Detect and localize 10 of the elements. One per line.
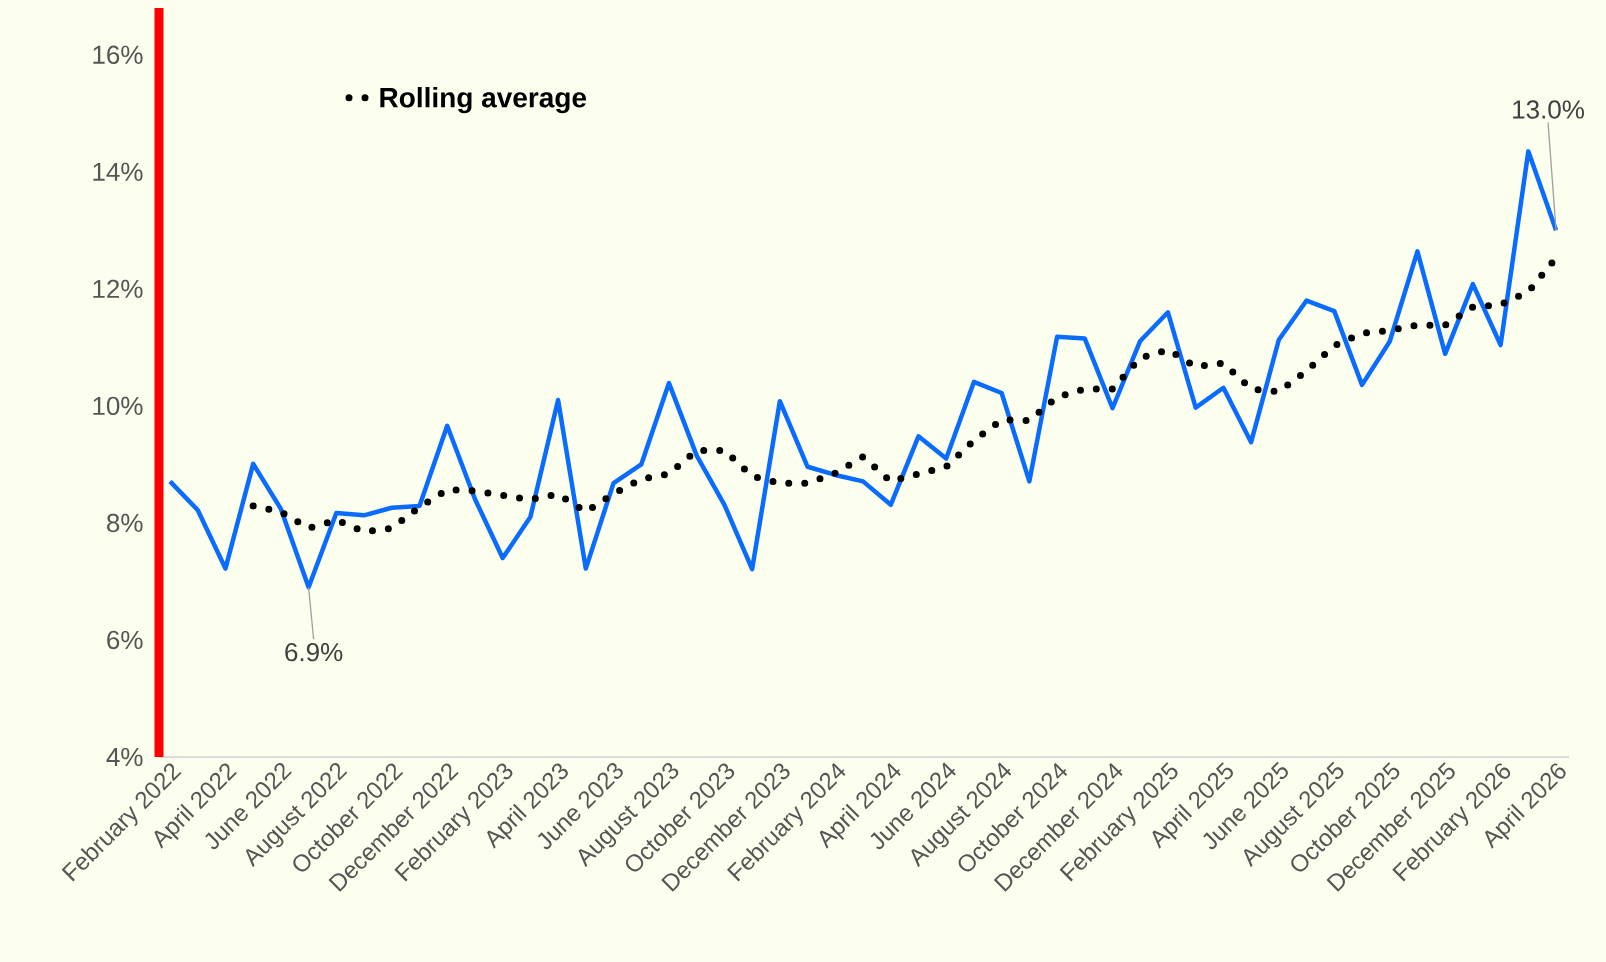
line-series	[167, 149, 1559, 590]
y-tick-label: 14%	[93, 162, 143, 181]
annotation: 6.9%	[285, 642, 343, 662]
y-tick-label: 8%	[107, 513, 143, 533]
y-tick-label: 12%	[93, 279, 143, 299]
y-tick-label: 6%	[107, 630, 143, 650]
annotation: 13.0%	[1513, 100, 1584, 119]
y-tick-label: 10%	[93, 396, 143, 416]
y-tick-label: 16%	[93, 45, 143, 65]
legend-label: Rolling average	[380, 86, 587, 114]
